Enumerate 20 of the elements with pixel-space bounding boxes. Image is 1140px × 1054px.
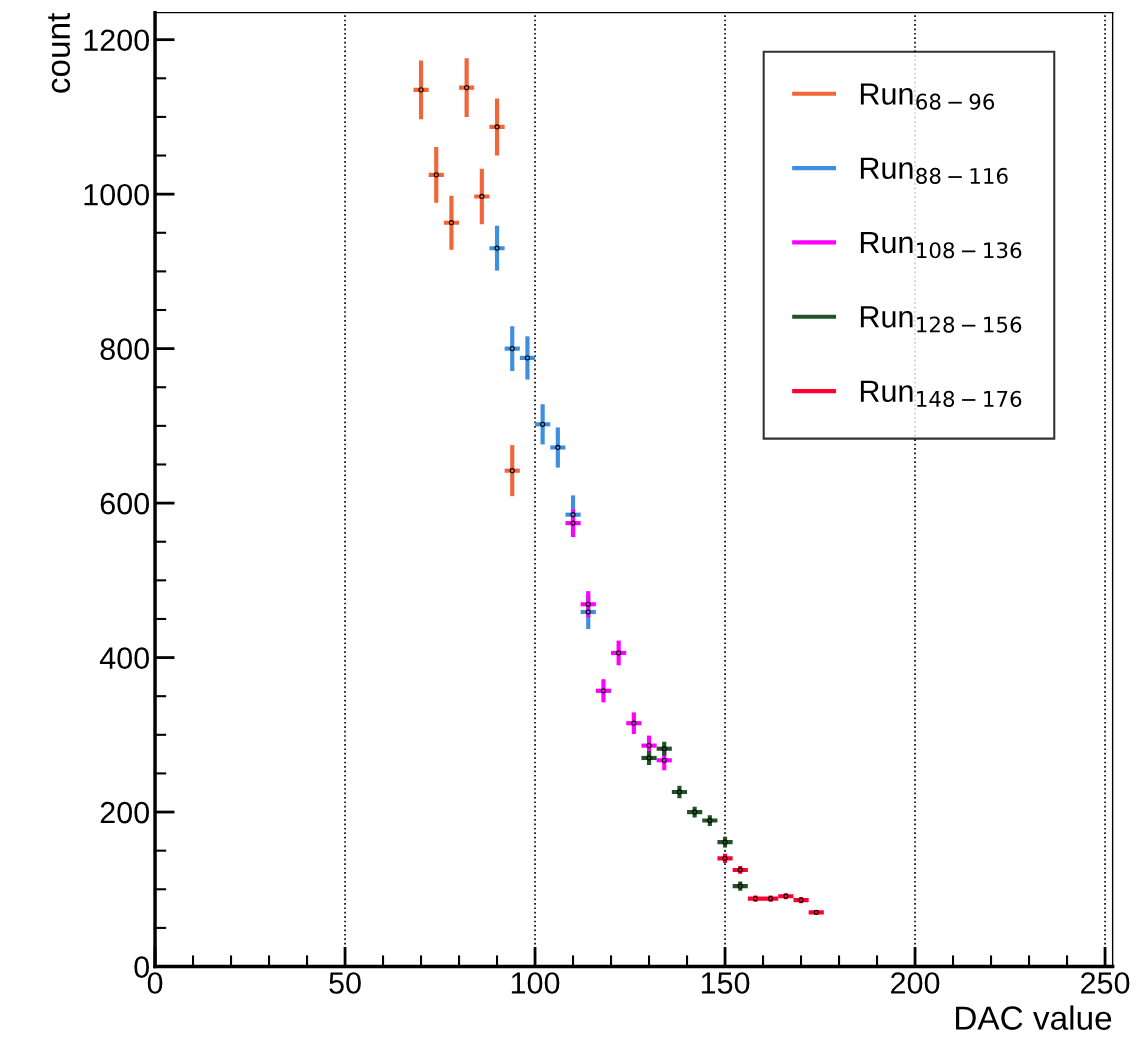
- x-tick-label: 150: [701, 972, 750, 994]
- legend-label: Run$_{88−116}$: [860, 157, 1008, 185]
- y-tick-label: 1200: [84, 29, 149, 52]
- y-tick-label: 200: [100, 801, 149, 824]
- y-tick-label: 0: [134, 956, 149, 978]
- x-axis-title: DAC value: [956, 1005, 1112, 1030]
- x-tick-label: 0: [147, 972, 163, 994]
- y-tick-label: 600: [100, 492, 149, 515]
- x-tick-label: 50: [329, 972, 361, 994]
- legend-label: Run$_{108−136}$: [860, 232, 1022, 259]
- x-tick-label: 200: [891, 972, 940, 994]
- legend-label: Run$_{68−96}$: [860, 83, 995, 110]
- x-tick-label: 100: [511, 972, 560, 994]
- y-tick-label: 400: [99, 647, 149, 669]
- y-tick-label: 1000: [84, 183, 149, 206]
- y-tick-label: 800: [100, 338, 149, 360]
- y-axis-title: count: [48, 12, 71, 93]
- x-tick-label: 250: [1081, 972, 1130, 994]
- legend-label: Run$_{128−156}$: [860, 306, 1022, 333]
- legend-label: Run$_{148−176}$: [860, 380, 1022, 407]
